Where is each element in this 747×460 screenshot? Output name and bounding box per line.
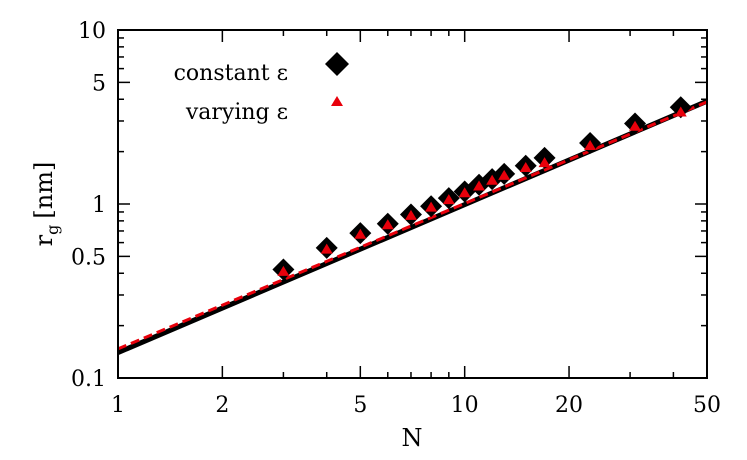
y-tick-label: 5 bbox=[92, 71, 106, 96]
y-tick-label: 10 bbox=[78, 19, 106, 44]
y-axis-label-unit: [nm] bbox=[30, 162, 58, 219]
y-tick-labels: 0.1 0.5 1 5 10 bbox=[71, 19, 106, 392]
x-tick-label: 5 bbox=[353, 393, 367, 418]
y-tick-label: 1 bbox=[92, 193, 106, 218]
data-point-varying bbox=[629, 120, 642, 131]
y-axis-label-main: r bbox=[30, 234, 58, 246]
legend-label-constant: constant ε bbox=[174, 61, 288, 86]
data-point-varying bbox=[381, 219, 394, 230]
data-point-varying bbox=[538, 157, 551, 168]
data-point-varying bbox=[277, 265, 290, 276]
x-tick-label: 1 bbox=[111, 393, 125, 418]
x-tick-label: 2 bbox=[215, 393, 229, 418]
fit-line-varying bbox=[117, 100, 708, 351]
data-point-varying bbox=[473, 180, 486, 191]
y-tick-label: 0.5 bbox=[71, 245, 106, 270]
data-point-varying bbox=[425, 201, 438, 212]
data-point-varying bbox=[404, 209, 417, 220]
data-point-varying bbox=[486, 174, 499, 185]
x-tick-labels: 1 2 5 10 20 50 bbox=[111, 393, 721, 418]
data-point-varying bbox=[674, 106, 687, 117]
axis-ticks bbox=[117, 29, 708, 379]
y-axis-label: rg [nm] bbox=[30, 162, 62, 247]
x-tick-label: 50 bbox=[693, 393, 721, 418]
legend: constant ε varying ε bbox=[174, 52, 349, 125]
legend-label-varying: varying ε bbox=[185, 100, 288, 125]
fit-lines bbox=[117, 98, 708, 355]
x-tick-label: 20 bbox=[555, 393, 583, 418]
legend-marker-triangle bbox=[331, 96, 343, 106]
x-tick-label: 10 bbox=[451, 393, 479, 418]
data-point-varying bbox=[442, 194, 455, 205]
x-axis-label: N bbox=[402, 424, 423, 452]
y-tick-label: 0.1 bbox=[71, 367, 106, 392]
svg-text:rg[nm]: rg [nm] bbox=[30, 162, 62, 247]
data-point-varying bbox=[584, 139, 597, 150]
data-markers bbox=[272, 96, 692, 281]
legend-marker-diamond bbox=[325, 52, 349, 76]
fit-line-constant bbox=[117, 98, 708, 355]
data-point-varying bbox=[354, 228, 367, 239]
data-point-varying bbox=[320, 243, 333, 254]
data-point-varying bbox=[498, 169, 511, 180]
data-point-varying bbox=[519, 162, 532, 173]
y-axis-label-sub: g bbox=[43, 225, 62, 235]
data-point-varying bbox=[458, 187, 471, 198]
